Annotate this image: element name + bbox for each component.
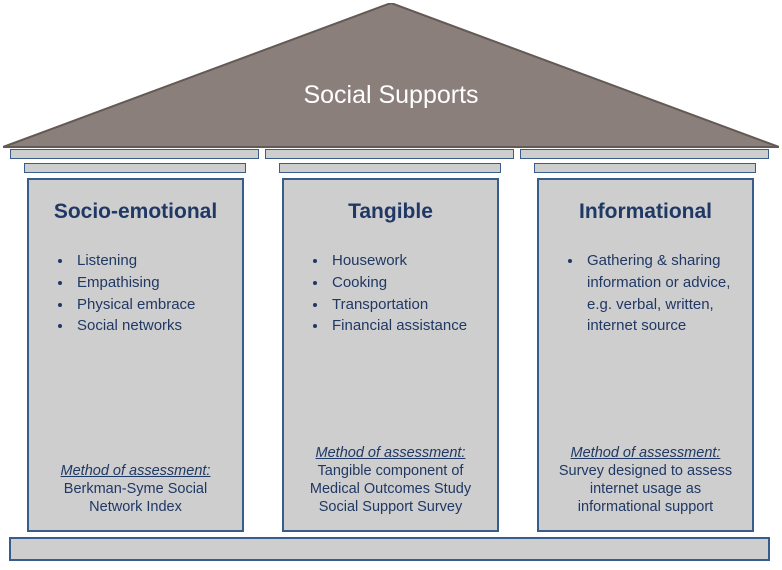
pillar-item: Financial assistance (328, 315, 487, 337)
temple-base (9, 537, 770, 561)
pillar-item: Transportation (328, 294, 487, 316)
roof: Social Supports (3, 3, 779, 148)
pillar-item: Cooking (328, 272, 487, 294)
pillar-items: Housework Cooking Transportation Financi… (298, 250, 487, 337)
pillar-item: Housework (328, 250, 487, 272)
roof-triangle (3, 3, 779, 148)
assessment-label: Method of assessment: (571, 445, 721, 461)
pillar-assessment: Method of assessment: Tangible component… (294, 444, 487, 517)
pillar-item: Social networks (73, 315, 232, 337)
pillar-assessment: Method of assessment: Survey designed to… (549, 444, 742, 517)
capital-mid-2 (279, 163, 501, 173)
capital-top-1 (10, 149, 259, 159)
pillar-items: Listening Empathising Physical embrace S… (43, 250, 232, 337)
pillar-items: Gathering & sharing information or advic… (553, 250, 742, 337)
capital-mid-3 (534, 163, 756, 173)
assessment-text: Berkman-Syme Social Network Index (64, 481, 207, 515)
pillar-socio-emotional: Socio-emotional Listening Empathising Ph… (27, 178, 244, 532)
assessment-text: Tangible component of Medical Outcomes S… (310, 463, 471, 515)
pillar-item: Physical embrace (73, 294, 232, 316)
assessment-label: Method of assessment: (61, 463, 211, 479)
assessment-label: Method of assessment: (316, 445, 466, 461)
diagram-title: Social Supports (3, 81, 779, 110)
capital-mid-1 (24, 163, 246, 173)
pillar-item: Gathering & sharing information or advic… (583, 250, 742, 337)
pillar-tangible: Tangible Housework Cooking Transportatio… (282, 178, 499, 532)
pillar-assessment: Method of assessment: Berkman-Syme Socia… (39, 462, 232, 516)
pillar-item: Empathising (73, 272, 232, 294)
assessment-text: Survey designed to assess internet usage… (559, 463, 732, 515)
capital-top-2 (265, 149, 514, 159)
pillar-heading: Tangible (294, 200, 487, 224)
capital-top-3 (520, 149, 769, 159)
pillar-heading: Socio-emotional (39, 200, 232, 224)
pillar-informational: Informational Gathering & sharing inform… (537, 178, 754, 532)
pillar-item: Listening (73, 250, 232, 272)
pillar-heading: Informational (549, 200, 742, 224)
